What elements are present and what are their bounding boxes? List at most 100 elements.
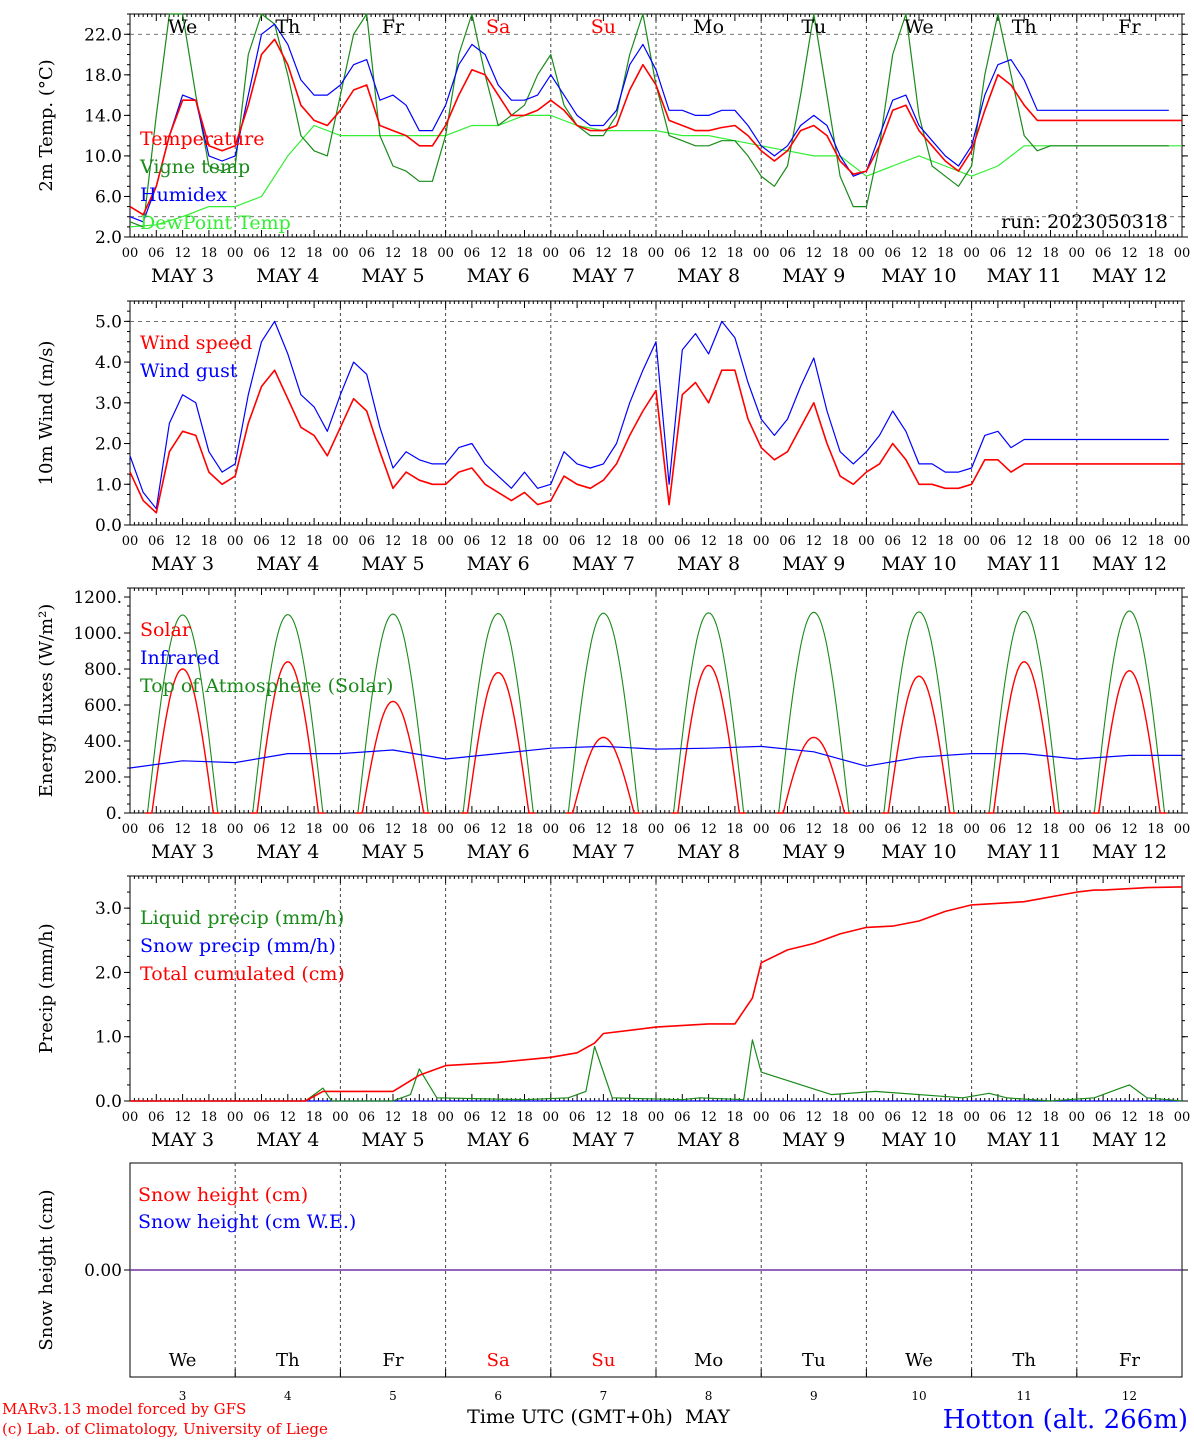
hour-label: 00 <box>227 822 244 837</box>
hour-label: 06 <box>464 246 481 261</box>
date-label: MAY 3 <box>151 265 214 287</box>
hour-label: 12 <box>174 246 191 261</box>
hour-label: 06 <box>148 822 165 837</box>
toa-solar-arc <box>671 612 746 814</box>
hour-label: 18 <box>516 822 533 837</box>
date-label: MAY 8 <box>677 265 740 287</box>
date-label: MAY 3 <box>151 553 214 575</box>
hour-label: 12 <box>806 1110 823 1125</box>
weekday-label: Mo <box>694 1350 723 1371</box>
weekday-label: We <box>169 1350 197 1371</box>
date-label: MAY 7 <box>572 841 635 863</box>
day-number-label: 4 <box>284 1389 292 1403</box>
hour-label: 06 <box>779 1110 796 1125</box>
hour-label: 06 <box>1095 1110 1112 1125</box>
weekday-label: We <box>904 16 933 38</box>
hour-label: 12 <box>174 534 191 549</box>
hour-label: 12 <box>385 246 402 261</box>
hour-label: 18 <box>201 246 218 261</box>
wind-speed-series <box>129 369 1182 514</box>
hour-label: 12 <box>1016 246 1033 261</box>
y-tick-label: 2.0 <box>95 435 122 455</box>
hour-label: 12 <box>806 822 823 837</box>
hour-label: 06 <box>358 246 375 261</box>
hour-label: 06 <box>884 822 901 837</box>
legend-label: Snow precip (mm/h) <box>140 935 336 957</box>
hour-label: 12 <box>911 534 928 549</box>
hour-label: 18 <box>937 246 954 261</box>
hour-label: 06 <box>1095 822 1112 837</box>
hour-label: 18 <box>411 1110 428 1125</box>
hour-label: 18 <box>306 246 323 261</box>
date-label: MAY 5 <box>361 841 424 863</box>
date-label: MAY 9 <box>782 1129 845 1151</box>
date-label: MAY 4 <box>256 841 319 863</box>
date-label: MAY 5 <box>361 553 424 575</box>
vigne-temp-series <box>129 13 1169 228</box>
weekday-label: Fr <box>1118 16 1141 38</box>
y-axis-label: 2m Temp. (°C) <box>36 59 57 191</box>
solar-arc <box>1092 670 1167 814</box>
hour-label: 06 <box>990 822 1007 837</box>
hour-label: 12 <box>700 822 717 837</box>
legend-label: Wind gust <box>140 360 238 382</box>
hour-label: 18 <box>1147 246 1164 261</box>
x-axis-label: Time UTC (GMT+0h) <box>467 1406 673 1428</box>
weekday-label: Fr <box>382 1350 403 1371</box>
hour-label: 00 <box>858 1110 875 1125</box>
hour-label: 12 <box>490 1110 507 1125</box>
hour-label: 00 <box>753 246 770 261</box>
month-label: MAY <box>685 1406 730 1428</box>
hour-label: 00 <box>1174 1110 1191 1125</box>
hour-label: 00 <box>1069 534 1086 549</box>
solar-arc <box>460 671 536 814</box>
solar-arc <box>671 664 746 814</box>
hour-label: 12 <box>700 1110 717 1125</box>
hour-label: 18 <box>727 1110 744 1125</box>
y-tick-label: 3.0 <box>95 394 122 414</box>
lab-credit: (c) Lab. of Climatology, University of L… <box>2 1420 328 1438</box>
date-label: MAY 10 <box>881 1129 956 1151</box>
station-label: Hotton (alt. 266m) <box>943 1405 1188 1435</box>
hour-label: 18 <box>621 822 638 837</box>
hour-label: 12 <box>490 534 507 549</box>
hour-label: 06 <box>148 246 165 261</box>
date-label: MAY 12 <box>1092 553 1167 575</box>
hour-label: 00 <box>122 534 139 549</box>
day-number-label: 10 <box>911 1389 926 1403</box>
hour-label: 18 <box>1042 1110 1059 1125</box>
date-label: MAY 11 <box>987 553 1062 575</box>
hour-label: 06 <box>464 822 481 837</box>
hour-label: 00 <box>648 246 665 261</box>
hour-label: 12 <box>280 822 297 837</box>
panel-1: 2.0 6.0 10.0 14.0 18.0 22.0 2m Temp. (°C) 00 06 1… <box>36 13 1191 287</box>
date-label: MAY 4 <box>256 265 319 287</box>
hour-label: 18 <box>727 534 744 549</box>
hour-label: 18 <box>306 534 323 549</box>
hour-label: 12 <box>595 822 612 837</box>
hour-label: 18 <box>411 246 428 261</box>
hour-label: 18 <box>516 246 533 261</box>
hour-label: 00 <box>858 822 875 837</box>
hour-label: 06 <box>779 246 796 261</box>
hour-label: 00 <box>753 1110 770 1125</box>
y-tick-label: 200. <box>84 768 122 788</box>
hour-label: 06 <box>253 1110 270 1125</box>
panel-2: 0.0 1.0 2.0 3.0 4.0 5.0 10m Wind (m/s) 00 06 12 18… <box>36 300 1190 575</box>
hour-label: 12 <box>806 246 823 261</box>
hour-label: 06 <box>674 822 691 837</box>
hour-label: 18 <box>1147 1110 1164 1125</box>
hour-label: 00 <box>332 534 349 549</box>
y-tick-label: 18.0 <box>84 66 122 86</box>
hour-label: 12 <box>385 822 402 837</box>
hour-label: 06 <box>569 246 586 261</box>
hour-label: 12 <box>174 822 191 837</box>
day-number-label: 6 <box>494 1389 502 1403</box>
hour-label: 06 <box>884 534 901 549</box>
hour-label: 00 <box>122 1110 139 1125</box>
hour-label: 00 <box>1174 246 1191 261</box>
panel-4: 0.0 1.0 2.0 3.0 Precip (mm/h) 00 06 12 18 MAY 3 00… <box>36 875 1191 1151</box>
hour-label: 06 <box>674 1110 691 1125</box>
hour-label: 12 <box>385 1110 402 1125</box>
toa-solar-arc <box>250 614 326 814</box>
